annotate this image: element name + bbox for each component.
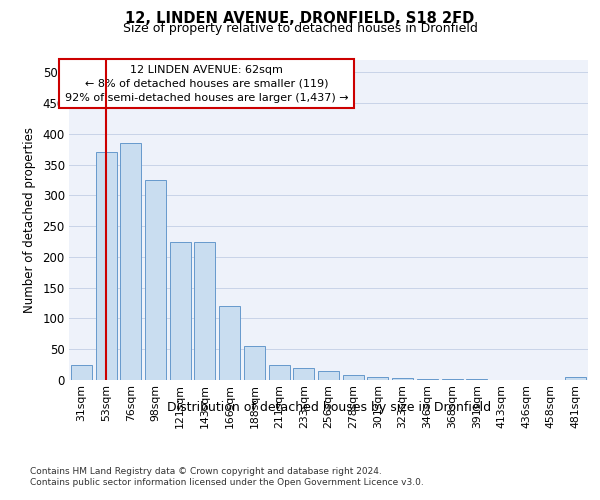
Bar — [145, 180, 166, 380]
Bar — [170, 242, 191, 380]
Bar — [565, 377, 586, 380]
Bar — [417, 379, 438, 380]
Bar — [269, 364, 290, 380]
Bar — [219, 306, 240, 380]
Text: Contains HM Land Registry data © Crown copyright and database right 2024.
Contai: Contains HM Land Registry data © Crown c… — [30, 468, 424, 487]
Text: 12, LINDEN AVENUE, DRONFIELD, S18 2FD: 12, LINDEN AVENUE, DRONFIELD, S18 2FD — [125, 11, 475, 26]
Text: 12 LINDEN AVENUE: 62sqm
← 8% of detached houses are smaller (119)
92% of semi-de: 12 LINDEN AVENUE: 62sqm ← 8% of detached… — [65, 65, 349, 103]
Y-axis label: Number of detached properties: Number of detached properties — [23, 127, 35, 313]
Bar — [343, 375, 364, 380]
Bar — [95, 152, 116, 380]
Bar — [318, 371, 339, 380]
Bar — [293, 368, 314, 380]
Bar — [194, 242, 215, 380]
Text: Distribution of detached houses by size in Dronfield: Distribution of detached houses by size … — [167, 401, 491, 414]
Bar — [120, 143, 141, 380]
Bar — [244, 346, 265, 380]
Text: Size of property relative to detached houses in Dronfield: Size of property relative to detached ho… — [122, 22, 478, 35]
Bar — [392, 378, 413, 380]
Bar — [367, 377, 388, 380]
Bar — [71, 364, 92, 380]
